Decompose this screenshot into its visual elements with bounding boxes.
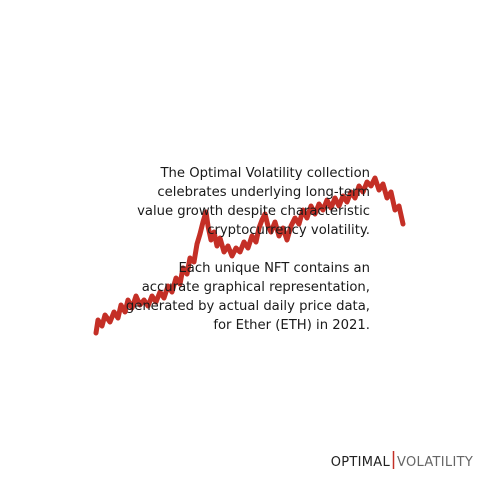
description: The Optimal Volatility collection celebr… <box>126 166 370 333</box>
price-line <box>93 175 406 336</box>
description-line: The Optimal Volatility collection <box>160 166 371 181</box>
logo-right: VOLATILITY <box>397 455 473 470</box>
logo-left: OPTIMAL <box>331 455 391 470</box>
description-line: Each unique NFT contains an <box>178 261 370 276</box>
logo: OPTIMAL VOLATILITY <box>331 451 473 470</box>
description-line: cryptocurrency volatility. <box>207 223 370 238</box>
description-line: celebrates underlying long-term <box>157 185 370 200</box>
description-line: generated by actual daily price data, <box>126 299 370 314</box>
description-line: for Ether (ETH) in 2021. <box>213 318 370 333</box>
description-line: value growth despite characteristic <box>137 204 370 219</box>
description-line: accurate graphical representation, <box>142 280 370 295</box>
